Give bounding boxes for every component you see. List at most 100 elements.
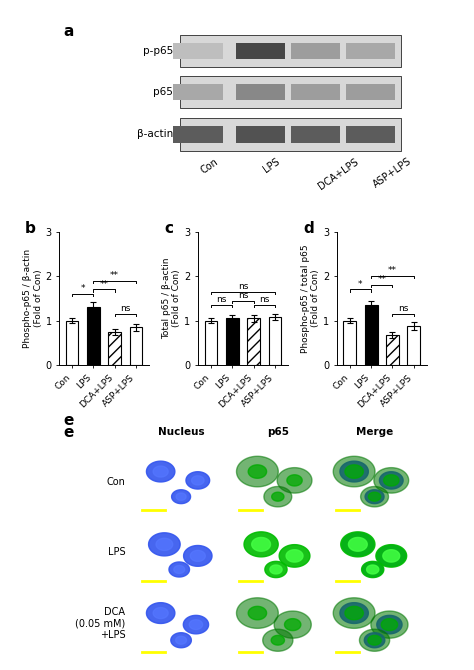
Polygon shape — [367, 565, 378, 574]
Polygon shape — [183, 545, 212, 566]
Bar — [386, 335, 399, 365]
Polygon shape — [362, 561, 384, 578]
Polygon shape — [169, 562, 190, 577]
Polygon shape — [377, 615, 402, 634]
Polygon shape — [376, 545, 407, 567]
Polygon shape — [172, 490, 191, 504]
Polygon shape — [341, 532, 375, 557]
Bar — [365, 305, 377, 365]
Bar — [226, 318, 238, 365]
Text: ns: ns — [217, 295, 227, 304]
Polygon shape — [333, 598, 375, 628]
Polygon shape — [286, 549, 303, 562]
Polygon shape — [348, 537, 367, 551]
Polygon shape — [359, 629, 390, 651]
Text: β-actin: β-actin — [137, 129, 173, 139]
Bar — [291, 84, 340, 100]
Polygon shape — [191, 476, 204, 485]
Polygon shape — [271, 635, 284, 645]
Polygon shape — [349, 538, 366, 551]
Text: Nucleus: Nucleus — [158, 427, 204, 437]
Bar — [247, 318, 260, 365]
Bar — [236, 84, 285, 100]
Text: ns: ns — [398, 304, 408, 313]
Polygon shape — [377, 545, 405, 566]
Bar — [87, 308, 100, 365]
Bar — [343, 320, 356, 365]
Polygon shape — [264, 486, 292, 507]
Polygon shape — [263, 629, 293, 651]
Text: a: a — [63, 25, 73, 40]
Polygon shape — [174, 565, 185, 574]
Polygon shape — [265, 561, 287, 578]
Bar — [66, 320, 79, 365]
Y-axis label: Total p65 / β-actin
(Fold of Con): Total p65 / β-actin (Fold of Con) — [162, 258, 182, 339]
Bar — [407, 326, 420, 365]
Polygon shape — [333, 456, 375, 487]
Polygon shape — [384, 550, 399, 561]
Text: ns: ns — [238, 291, 248, 299]
Bar — [346, 43, 395, 59]
Polygon shape — [340, 603, 368, 624]
Text: LPS: LPS — [261, 157, 282, 175]
Text: DCA
(0.05 mM)
+LPS: DCA (0.05 mM) +LPS — [75, 606, 125, 640]
Text: e: e — [63, 425, 73, 440]
Polygon shape — [148, 533, 180, 556]
Polygon shape — [156, 538, 173, 551]
Text: ns: ns — [120, 304, 130, 313]
Polygon shape — [365, 632, 385, 648]
Polygon shape — [272, 492, 284, 501]
Polygon shape — [244, 532, 278, 557]
Text: **: ** — [110, 271, 119, 279]
Polygon shape — [176, 493, 186, 500]
Polygon shape — [279, 545, 310, 567]
Polygon shape — [183, 615, 209, 634]
Polygon shape — [346, 608, 362, 618]
Text: **: ** — [377, 275, 386, 284]
Text: Merge: Merge — [356, 427, 393, 437]
Polygon shape — [153, 466, 168, 477]
Polygon shape — [345, 465, 364, 478]
Text: ns: ns — [259, 295, 269, 304]
Bar — [173, 127, 223, 143]
Text: p65: p65 — [153, 87, 173, 97]
Polygon shape — [383, 620, 396, 630]
Polygon shape — [146, 461, 175, 482]
Text: p-p65: p-p65 — [143, 46, 173, 56]
Text: *: * — [81, 284, 85, 293]
Text: b: b — [25, 221, 36, 236]
Text: c: c — [164, 221, 173, 236]
Polygon shape — [190, 550, 205, 561]
Polygon shape — [380, 472, 403, 489]
Polygon shape — [370, 493, 380, 500]
Polygon shape — [368, 492, 381, 501]
Polygon shape — [176, 636, 187, 645]
Polygon shape — [248, 465, 266, 478]
Text: *: * — [358, 279, 363, 289]
Y-axis label: Phospho-p65 / total p65
(Fold of Con): Phospho-p65 / total p65 (Fold of Con) — [301, 244, 320, 352]
Bar — [346, 84, 395, 100]
Bar — [173, 43, 223, 59]
Polygon shape — [383, 475, 399, 486]
Polygon shape — [369, 636, 380, 645]
Bar — [204, 320, 217, 365]
Text: LPS: LPS — [108, 547, 125, 557]
Polygon shape — [383, 549, 400, 562]
Polygon shape — [385, 476, 398, 485]
Polygon shape — [186, 472, 210, 489]
Polygon shape — [365, 490, 384, 504]
Polygon shape — [189, 620, 202, 630]
Bar — [173, 84, 223, 100]
Polygon shape — [361, 486, 389, 507]
Polygon shape — [284, 618, 301, 630]
Polygon shape — [287, 475, 302, 486]
Polygon shape — [274, 611, 311, 639]
Bar — [269, 317, 282, 365]
Y-axis label: Phospho-p65 / β-actin
(Fold of Con): Phospho-p65 / β-actin (Fold of Con) — [23, 249, 43, 348]
Bar — [130, 327, 143, 365]
Polygon shape — [368, 635, 381, 645]
Text: DCA+LPS: DCA+LPS — [316, 157, 360, 192]
Polygon shape — [342, 533, 374, 556]
Text: ASP+LPS: ASP+LPS — [372, 157, 414, 190]
Polygon shape — [153, 608, 168, 618]
